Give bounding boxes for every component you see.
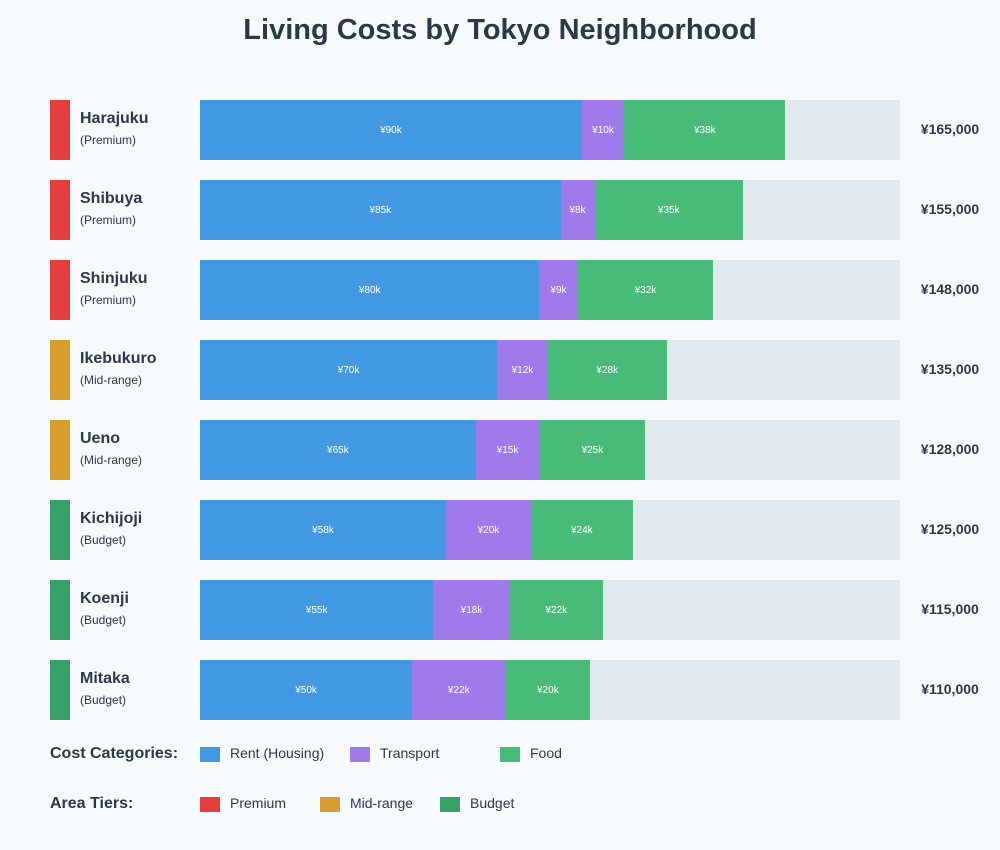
bar-segment-rent: ¥80k [200, 260, 540, 320]
legend-swatch-budget [440, 797, 460, 812]
bar-segment-transport: ¥12k [496, 340, 548, 400]
bar-segment-food: ¥20k [505, 660, 591, 720]
legend-label-rent: Rent (Housing) [230, 745, 325, 761]
tier-label: (Premium) [80, 293, 136, 307]
legend-label-budget: Budget [470, 795, 515, 811]
bar-segment-rent: ¥58k [200, 500, 447, 560]
tier-legend-title: Area Tiers: [50, 795, 134, 812]
legend-swatch-premium [200, 797, 220, 812]
total-cost-label: ¥110,000 [921, 681, 979, 697]
bar-segment-rent: ¥55k [200, 580, 434, 640]
legend-label-food: Food [530, 745, 562, 761]
neighborhood-name: Koenji [80, 590, 129, 607]
bar-segment-rent: ¥70k [200, 340, 497, 400]
tier-label: (Mid-range) [80, 373, 143, 387]
neighborhood-name: Ueno [80, 430, 120, 447]
bar-segment-transport: ¥18k [433, 580, 510, 640]
neighborhood-name: Shinjuku [80, 270, 148, 287]
bar-track: ¥65k ¥15k ¥25k [200, 420, 900, 480]
total-cost-label: ¥135,000 [920, 361, 980, 377]
neighborhood-name: Ikebukuro [80, 350, 157, 367]
cost-legend-title: Cost Categories: [50, 745, 179, 762]
tier-indicator [50, 420, 70, 480]
legend-swatch-food [500, 747, 520, 762]
bar-segment-transport: ¥10k [581, 100, 625, 160]
total-cost-label: ¥155,000 [920, 201, 980, 217]
tier-label: (Budget) [80, 693, 127, 707]
legend-label-transport: Transport [380, 745, 440, 761]
bar-segment-food: ¥38k [624, 100, 786, 160]
tier-label: (Budget) [80, 533, 127, 547]
bar-track: ¥85k ¥8k ¥35k [200, 180, 900, 240]
total-cost-label: ¥165,000 [920, 121, 980, 137]
bar-segment-food: ¥25k [539, 420, 646, 480]
tier-indicator [50, 260, 70, 320]
neighborhood-name: Kichijoji [80, 510, 143, 527]
bar-segment-transport: ¥20k [446, 500, 531, 560]
bar-track: ¥80k ¥9k ¥32k [200, 260, 900, 320]
bar-segment-food: ¥35k [594, 180, 744, 240]
tier-indicator [50, 340, 70, 400]
legend-label-midrange: Mid-range [350, 795, 414, 811]
bar-segment-food: ¥22k [509, 580, 604, 640]
total-cost-label: ¥115,000 [921, 601, 979, 617]
tier-label: (Premium) [80, 133, 136, 147]
tier-label: (Premium) [80, 213, 136, 227]
bar-track: ¥50k ¥22k ¥20k [200, 660, 900, 720]
bar-track: ¥58k ¥20k ¥24k [200, 500, 900, 560]
bar-segment-rent: ¥90k [200, 100, 582, 160]
tier-indicator [50, 580, 70, 640]
bar-segment-transport: ¥22k [412, 660, 506, 720]
tier-indicator [50, 100, 70, 160]
bar-segment-rent: ¥50k [200, 660, 413, 720]
bar-segment-transport: ¥8k [560, 180, 595, 240]
legend-label-premium: Premium [230, 795, 287, 811]
legend-swatch-rent [200, 747, 220, 762]
legend-swatch-midrange [320, 797, 340, 812]
bar-segment-transport: ¥9k [539, 260, 578, 320]
tier-label: (Mid-range) [80, 453, 143, 467]
neighborhood-name: Harajuku [80, 110, 149, 127]
bar-track: ¥70k ¥12k ¥28k [200, 340, 900, 400]
bar-segment-food: ¥32k [577, 260, 714, 320]
neighborhood-name: Mitaka [80, 670, 130, 687]
tier-indicator [50, 180, 70, 240]
bar-segment-food: ¥28k [547, 340, 667, 400]
bar-segment-food: ¥24k [530, 500, 633, 560]
total-cost-label: ¥125,000 [920, 521, 980, 537]
neighborhood-name: Shibuya [80, 190, 143, 207]
tier-label: (Budget) [80, 613, 127, 627]
tier-indicator [50, 500, 70, 560]
legend-swatch-transport [350, 747, 370, 762]
bar-track: ¥90k ¥10k ¥38k [200, 100, 900, 160]
total-cost-label: ¥128,000 [920, 441, 980, 457]
bar-track: ¥55k ¥18k ¥22k [200, 580, 900, 640]
bar-segment-transport: ¥15k [475, 420, 540, 480]
bar-segment-rent: ¥85k [200, 180, 561, 240]
bar-segment-rent: ¥65k [200, 420, 476, 480]
chart-title: Living Costs by Tokyo Neighborhood [243, 14, 757, 46]
tier-indicator [50, 660, 70, 720]
total-cost-label: ¥148,000 [920, 281, 980, 297]
